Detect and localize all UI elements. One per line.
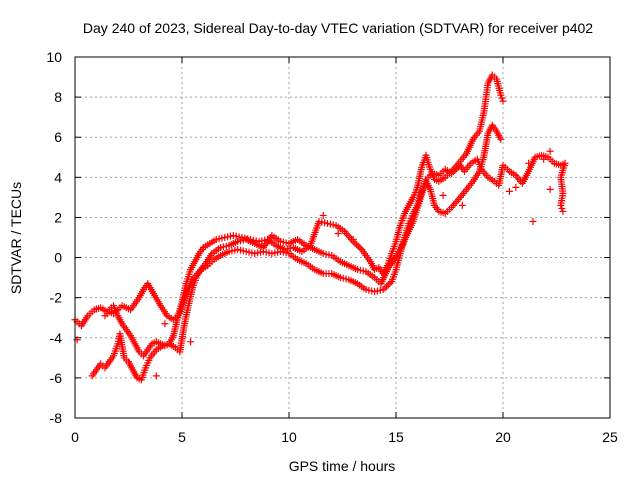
data-point [498,94,506,102]
data-point [319,211,327,219]
data-point [499,97,507,105]
data-point [353,241,361,249]
data-point [152,372,160,380]
data-point [439,191,447,199]
data-points [71,71,569,384]
data-point [497,91,505,99]
y-tick-label: 0 [54,250,62,266]
data-point [520,175,528,183]
tick-labels: 0 5 10 15 20 25 -8 -6 -4 -2 0 2 4 6 8 10 [46,49,618,445]
y-tick-label: -8 [50,410,63,426]
y-axis-label: SDTVAR / TECUs [8,182,24,294]
data-point [449,168,457,176]
x-tick-label: 15 [388,429,404,445]
y-tick-label: 6 [54,129,62,145]
x-tick-label: 20 [495,429,511,445]
y-tick-label: -6 [50,370,63,386]
grid [75,57,610,418]
y-tick-label: -2 [50,290,63,306]
y-tick-label: 8 [54,89,62,105]
x-tick-label: 25 [602,429,618,445]
data-point [384,281,392,289]
data-point [161,320,169,328]
data-point [505,187,513,195]
y-tick-label: -4 [50,330,63,346]
y-tick-label: 4 [54,169,62,185]
data-point [512,183,520,191]
data-point [525,159,533,167]
data-point [349,236,357,244]
x-axis-label: GPS time / hours [289,458,396,474]
data-point [529,217,537,225]
data-point [546,185,554,193]
data-point [381,284,389,292]
x-tick-label: 0 [71,429,79,445]
data-point [334,229,342,237]
y-tick-label: 10 [46,49,62,65]
axis-ticks [74,56,611,419]
plot-frame [74,56,611,419]
data-point [356,244,364,252]
data-point [187,338,195,346]
data-point [383,282,391,290]
data-point [453,165,461,173]
data-point [351,239,359,247]
y-tick-label: 2 [54,209,62,225]
x-tick-label: 5 [178,429,186,445]
data-point [558,204,566,212]
data-point [559,207,567,215]
data-point [379,286,387,294]
chart-title: Day 240 of 2023, Sidereal Day-to-day VTE… [83,20,593,36]
data-point [451,166,459,174]
data-point [386,279,394,287]
data-point [448,169,456,177]
data-point [458,201,466,209]
data-point [540,155,548,163]
data-point [546,147,554,155]
data-point [354,242,362,250]
x-tick-label: 10 [281,429,297,445]
data-point [557,201,565,209]
data-point [497,135,505,143]
